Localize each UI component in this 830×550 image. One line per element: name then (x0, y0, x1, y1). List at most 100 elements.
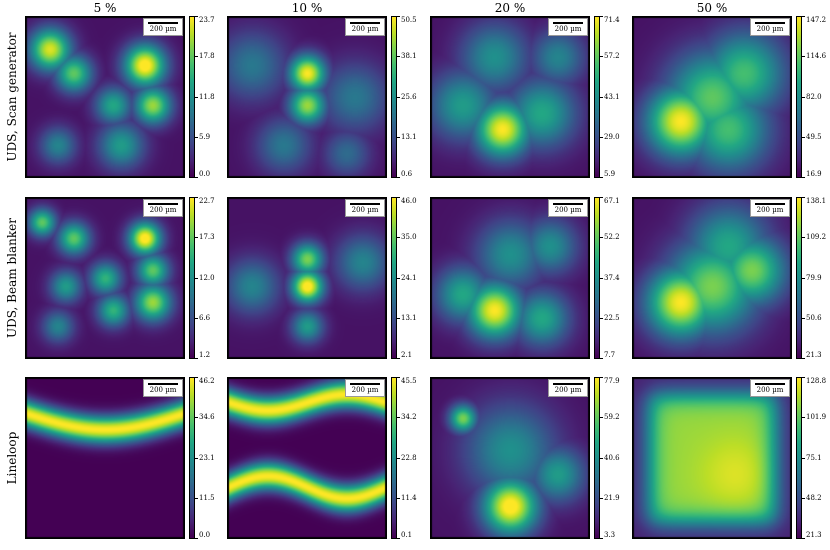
colorbar-tick-label: 21.3 (806, 531, 822, 539)
colorbar-tick-mark (802, 197, 805, 198)
colorbar-tick-label: 11.8 (199, 92, 215, 101)
colorbar-tick-mark (802, 277, 805, 279)
colorbar (189, 197, 195, 359)
colorbar-tick-label: 16.9 (806, 170, 822, 178)
colorbar-tick-mark (600, 317, 603, 319)
heatmap-image (25, 16, 185, 178)
colorbar-tick-label: 2.1 (401, 351, 413, 359)
colorbar-tick-mark (600, 417, 603, 419)
colorbar (594, 197, 600, 359)
colorbar-tick-mark (195, 237, 198, 239)
colorbar-tick-label: 114.6 (806, 52, 827, 61)
colorbar-tick-mark (600, 16, 603, 17)
heatmap-panel: 200 µm 46.0 35.0 24.1 13.1 2.1 (227, 197, 427, 359)
colorbar-tick-label: 0.0 (199, 170, 211, 178)
scale-bar-label: 200 µm (351, 25, 379, 33)
scale-bar-label: 200 µm (149, 25, 177, 33)
row-label: UDS, Beam blanker (5, 218, 19, 338)
heatmap-image (25, 377, 185, 539)
colorbar-tick-label: 75.1 (806, 453, 822, 462)
heatmap-image (430, 197, 590, 359)
colorbar-tick-mark (600, 377, 603, 378)
colorbar-tick-label: 35.0 (401, 233, 417, 242)
colorbar-tick-label: 23.1 (199, 453, 215, 462)
scale-bar-line (755, 22, 785, 24)
colorbar-tick-mark (802, 317, 805, 319)
heatmap-panel: 200 µm 67.1 52.2 37.4 22.5 7.7 (430, 197, 630, 359)
colorbar-tick-mark (600, 358, 603, 359)
scale-bar-label: 200 µm (756, 386, 784, 394)
colorbar-tick-mark (600, 237, 603, 239)
colorbar-tick-label: 7.7 (604, 351, 616, 359)
colorbar-tick-mark (195, 358, 198, 359)
colorbar-tick-label: 52.2 (604, 233, 620, 242)
scale-bar: 200 µm (345, 199, 385, 217)
colorbar-tick-label: 21.9 (604, 493, 620, 502)
colorbar-tick-mark (802, 538, 805, 539)
row-label: Lineloop (5, 431, 19, 485)
colorbar (189, 16, 195, 178)
scale-bar-label: 200 µm (554, 206, 582, 214)
heatmap-panel: 200 µm 45.5 34.2 22.8 11.4 0.1 (227, 377, 427, 539)
colorbar-tick-label: 45.5 (401, 377, 417, 385)
colorbar-tick-label: 43.1 (604, 92, 620, 101)
scale-bar-label: 200 µm (756, 206, 784, 214)
heatmap-image (227, 197, 387, 359)
colorbar-tick-mark (195, 136, 198, 138)
colorbar-tick-mark (397, 457, 400, 459)
colorbar-tick-mark (397, 56, 400, 58)
heatmap-panel: 200 µm 77.9 59.2 40.6 21.9 3.3 (430, 377, 630, 539)
colorbar-tick-mark (802, 96, 805, 98)
colorbar-tick-mark (195, 96, 198, 98)
colorbar-tick-label: 3.3 (604, 531, 616, 539)
colorbar-tick-label: 79.9 (806, 273, 822, 282)
colorbar-tick-mark (600, 56, 603, 58)
colorbar-tick-label: 67.1 (604, 197, 620, 205)
heatmap-image (25, 197, 185, 359)
colorbar-tick-mark (802, 457, 805, 459)
colorbar-tick-mark (397, 317, 400, 319)
colorbar (594, 377, 600, 539)
scale-bar-label: 200 µm (149, 206, 177, 214)
colorbar-tick-mark (195, 538, 198, 539)
colorbar-tick-mark (195, 457, 198, 459)
heatmap-panel: 200 µm 138.1 109.2 79.9 50.6 21.3 (632, 197, 830, 359)
colorbar (796, 16, 802, 178)
colorbar-tick-label: 1.2 (199, 351, 211, 359)
colorbar-tick-mark (195, 56, 198, 58)
colorbar-tick-label: 5.9 (199, 132, 211, 141)
heatmap-image (227, 16, 387, 178)
heatmap-panel: 200 µm 128.8 101.9 75.1 48.2 21.3 (632, 377, 830, 539)
colorbar-tick-mark (397, 16, 400, 17)
column-title: 50 % (696, 1, 728, 15)
colorbar-tick-mark (802, 16, 805, 17)
heatmap-panel: 200 µm 71.4 57.2 43.1 29.0 5.9 (430, 16, 630, 178)
scale-bar-line (350, 203, 380, 205)
colorbar-tick-label: 0.0 (199, 531, 211, 539)
colorbar-tick-mark (195, 417, 198, 419)
scale-bar: 200 µm (143, 18, 183, 36)
colorbar-tick-label: 29.0 (604, 132, 620, 141)
colorbar-tick-mark (397, 277, 400, 279)
colorbar-tick-mark (600, 277, 603, 279)
colorbar-tick-mark (600, 497, 603, 499)
column-title: 5 % (93, 1, 117, 15)
colorbar-tick-label: 138.1 (806, 197, 827, 205)
colorbar-tick-label: 38.1 (401, 52, 417, 61)
colorbar-tick-label: 34.2 (401, 413, 417, 422)
colorbar-tick-label: 109.2 (806, 233, 827, 242)
row-label: UDS, Scan generator (5, 32, 19, 162)
scale-bar-line (350, 22, 380, 24)
colorbar-tick-label: 50.5 (401, 16, 417, 24)
heatmap-panel: 200 µm 22.7 17.3 12.0 6.6 1.2 (25, 197, 225, 359)
colorbar-tick-mark (397, 136, 400, 138)
colorbar-tick-mark (600, 136, 603, 138)
colorbar (391, 377, 397, 539)
colorbar (594, 16, 600, 178)
colorbar-tick-mark (195, 497, 198, 499)
scale-bar-line (148, 22, 178, 24)
colorbar-tick-label: 57.2 (604, 52, 620, 61)
colorbar-tick-mark (397, 377, 400, 378)
colorbar-tick-mark (600, 177, 603, 178)
